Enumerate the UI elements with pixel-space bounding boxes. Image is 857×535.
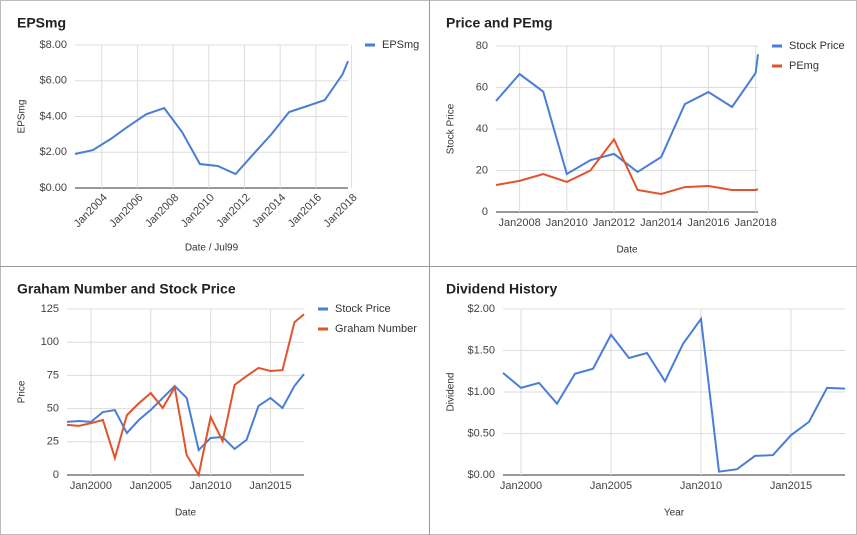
y-tick-label: $0.00 [39, 182, 67, 194]
y-tick-label: 50 [47, 403, 59, 415]
x-tick-label: Jan2010 [680, 480, 722, 492]
y-tick-label: $1.00 [467, 386, 495, 398]
y-tick-label: $2.00 [39, 146, 67, 158]
y-axis-label: Dividend [446, 373, 457, 412]
series-line [66, 313, 305, 478]
x-tick-label: Jan2000 [70, 480, 112, 492]
y-tick-label: $1.50 [467, 344, 495, 356]
y-tick-label: 80 [476, 40, 488, 52]
series-line [74, 60, 349, 176]
y-tick-label: 0 [482, 206, 488, 218]
y-axis-label: Stock Price [446, 103, 457, 154]
legend-label: Stock Price [335, 303, 391, 315]
series-line [66, 373, 305, 453]
y-tick-label: $0.50 [467, 427, 495, 439]
x-axis-label: Date [175, 508, 197, 519]
y-tick-label: $4.00 [39, 110, 67, 122]
x-tick-label: Jan2015 [770, 480, 812, 492]
y-tick-label: 75 [47, 369, 59, 381]
chart-title: Price and PEmg [446, 15, 553, 31]
y-tick-label: $6.00 [39, 75, 67, 87]
x-tick-label: Jan2014 [640, 217, 682, 229]
chart-title: Graham Number and Stock Price [17, 281, 236, 297]
y-tick-label: 20 [476, 164, 488, 176]
x-tick-label: Jan2015 [249, 480, 291, 492]
x-tick-label: Jan2008 [498, 217, 540, 229]
chart-title: Dividend History [446, 281, 557, 297]
x-tick-label: Jan2016 [687, 217, 729, 229]
legend-label: PEmg [789, 60, 819, 72]
x-axis-label: Date / Jul99 [185, 243, 239, 254]
x-tick-label: Jan2018 [735, 217, 777, 229]
y-tick-label: 0 [53, 469, 59, 481]
y-tick-label: $0.00 [467, 469, 495, 481]
x-tick-label: Jan2000 [500, 480, 542, 492]
y-tick-label: 125 [41, 303, 59, 315]
series-line [502, 316, 846, 473]
series-line [495, 137, 759, 195]
x-tick-label: Jan2010 [190, 480, 232, 492]
legend-label: Stock Price [789, 40, 845, 52]
legend-label: EPSmg [382, 39, 419, 51]
series-line [495, 54, 759, 176]
x-tick-label: Jan2005 [130, 480, 172, 492]
chart-title: EPSmg [17, 15, 66, 31]
y-tick-label: 25 [47, 436, 59, 448]
y-tick-label: 100 [41, 336, 59, 348]
x-tick-label: Jan2012 [593, 217, 635, 229]
y-axis-label: EPSmg [17, 100, 28, 134]
y-tick-label: 40 [476, 123, 488, 135]
y-tick-label: 60 [476, 81, 488, 93]
y-tick-label: $8.00 [39, 39, 67, 51]
x-tick-label: Jan2005 [590, 480, 632, 492]
x-tick-label: Jan2010 [546, 217, 588, 229]
x-axis-label: Year [664, 508, 685, 519]
legend-label: Graham Number [335, 323, 417, 335]
x-axis-label: Date [616, 245, 638, 256]
y-axis-label: Price [17, 380, 28, 403]
y-tick-label: $2.00 [467, 303, 495, 315]
